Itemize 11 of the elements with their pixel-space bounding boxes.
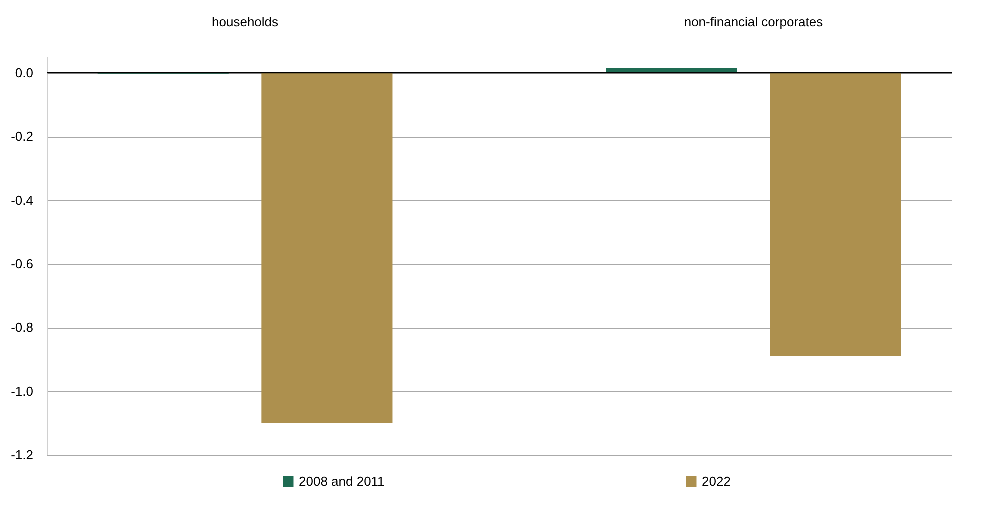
x-tick-label: non-financial corporates	[684, 14, 824, 30]
y-tick-label: 0.0	[15, 65, 34, 80]
y-tick-label: -0.4	[11, 192, 34, 208]
legend-label: 2008 and 2011	[299, 474, 385, 489]
y-tick-label: -1.0	[11, 384, 34, 399]
y-tick-label: -1.2	[11, 448, 34, 462]
x-tick-label: households	[212, 14, 280, 30]
y-tick-label: -0.8	[11, 320, 34, 336]
y-tick-label: -0.6	[11, 256, 34, 272]
y-tick-label: -0.2	[11, 129, 34, 144]
legend-label: 2022	[702, 474, 731, 489]
